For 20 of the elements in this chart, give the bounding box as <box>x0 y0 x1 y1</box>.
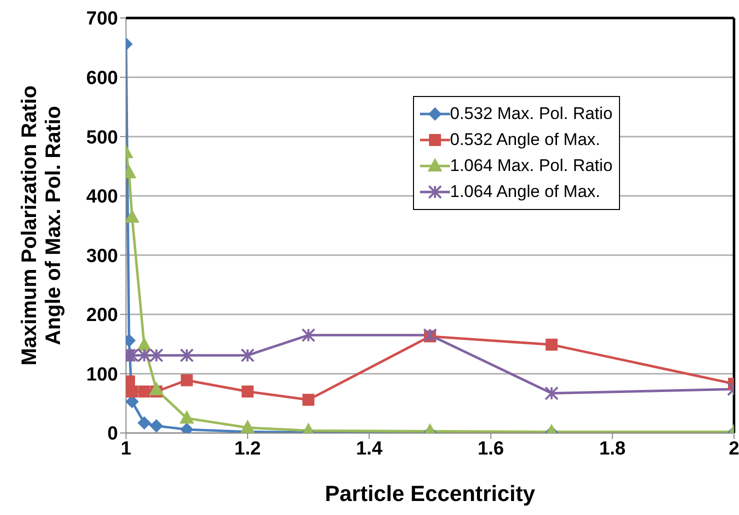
x-tick-label: 1.4 <box>356 438 383 460</box>
x-axis-title: Particle Eccentricity <box>324 481 536 506</box>
y-tick-label: 200 <box>86 305 118 326</box>
legend-label: 1.064 Angle of Max. <box>450 181 600 203</box>
y-axis-title: Maximum Polarization Ratio Angle of Max. Pol. Ratio <box>18 85 65 366</box>
x-tick-label: 1.6 <box>478 438 504 460</box>
legend-label: 0.532 Max. Pol. Ratio <box>450 103 613 125</box>
legend-label: 0.532 Angle of Max. <box>450 129 600 151</box>
x-tick-label: 1 <box>120 438 132 460</box>
y-tick-label: 700 <box>86 8 118 30</box>
y-tick-label: 100 <box>86 364 118 386</box>
y-tick-label: 600 <box>86 68 118 90</box>
y-tick-label: 400 <box>86 186 118 208</box>
legend-label: 1.064 Max. Pol. Ratio <box>450 155 613 177</box>
y-tick-label: 0 <box>107 424 118 445</box>
y-tick-label: 300 <box>86 246 118 267</box>
x-tick-label: 1.8 <box>599 438 626 460</box>
y-tick-label: 500 <box>86 127 118 148</box>
x-tick-label: 1.2 <box>234 438 261 460</box>
x-tick-label: 2 <box>728 438 739 460</box>
